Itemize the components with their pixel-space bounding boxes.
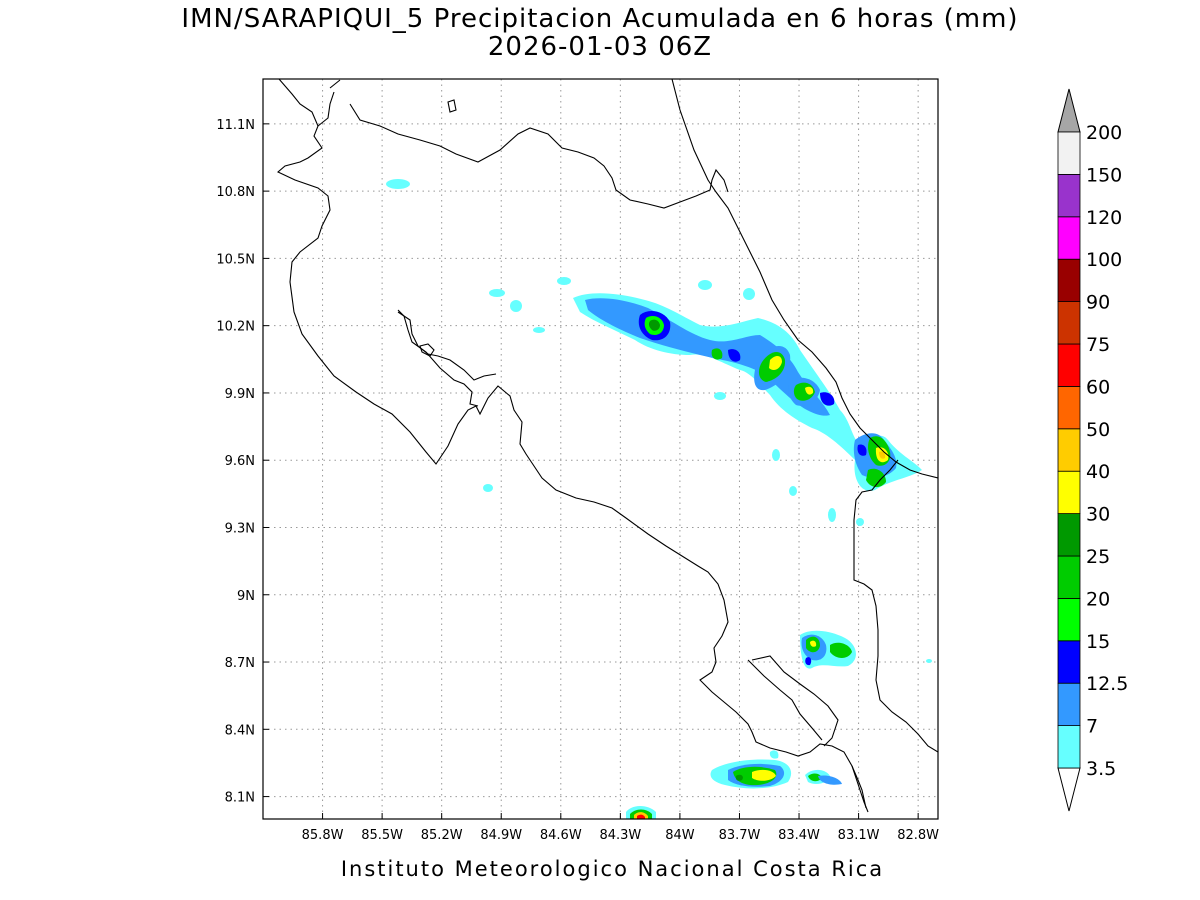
colorbar-swatch-8 — [1057, 385, 1081, 430]
colorbar-swatch-12 — [1057, 216, 1081, 260]
colorbar-label-15: 200 — [1086, 122, 1122, 144]
colorbar-swatch-9 — [1057, 343, 1081, 387]
colorbar-swatch-13 — [1057, 173, 1081, 218]
tick-label-lat-8: 8.7N — [225, 656, 255, 671]
tick-label-lat-1: 10.8N — [216, 185, 255, 200]
colorbar-swatch-3 — [1057, 598, 1081, 642]
tick-label-lon-4: 84.6W — [540, 828, 582, 843]
map-subtitle-datetime: 2026-01-03 06Z — [487, 32, 713, 62]
colorbar-label-6: 30 — [1086, 504, 1110, 526]
colorbar-label-7: 40 — [1086, 461, 1110, 483]
colorbar-swatch-1 — [1057, 682, 1081, 727]
colorbar-swatch-11 — [1057, 258, 1081, 303]
colorbar-swatch-7 — [1057, 428, 1081, 472]
panama-coast-south — [851, 765, 867, 809]
colorbar-label-11: 90 — [1086, 292, 1110, 314]
tick-label-lon-10: 82.8W — [897, 828, 939, 843]
colorbar-swatch-6 — [1057, 470, 1081, 515]
colorbar-label-12: 100 — [1086, 249, 1122, 271]
colorbar-top-arrow — [1057, 88, 1081, 133]
tick-label-lat-2: 10.5N — [216, 252, 255, 267]
small-island-north — [447, 99, 457, 113]
panama-border — [853, 459, 938, 753]
coastline-and-borders — [276, 79, 938, 813]
colorbar-label-0: 3.5 — [1086, 758, 1116, 780]
tick-label-lat-5: 9.6N — [225, 454, 255, 469]
tick-label-lon-1: 85.5W — [361, 828, 403, 843]
colorbar-label-8: 50 — [1086, 419, 1110, 441]
tick-label-lat-0: 11.1N — [216, 118, 255, 133]
colorbar-swatch-5 — [1057, 513, 1081, 557]
colorbar-label-5: 25 — [1086, 546, 1110, 568]
colorbar-label-1: 7 — [1086, 716, 1098, 738]
map-frame — [263, 79, 938, 819]
colorbar: 3.5 7 12.5 15 20 25 30 40 50 60 75 90 100 120 150 200 — [1057, 88, 1128, 812]
precip-band-caribbean-slope — [386, 179, 932, 663]
tick-label-lat-9: 8.4N — [225, 723, 255, 738]
colorbar-label-10: 75 — [1086, 334, 1110, 356]
caribbean-coast — [671, 79, 938, 479]
tick-label-lon-5: 84.3W — [599, 828, 641, 843]
colorbar-label-2: 12.5 — [1086, 673, 1128, 695]
tick-label-lon-0: 85.8W — [302, 828, 344, 843]
colorbar-label-13: 120 — [1086, 207, 1122, 229]
tick-label-lat-3: 10.2N — [216, 320, 255, 335]
colorbar-swatch-10 — [1057, 301, 1081, 345]
tick-label-lon-2: 85.2W — [421, 828, 463, 843]
osa-peninsula-gulf — [751, 655, 839, 747]
colorbar-label-9: 60 — [1086, 376, 1110, 398]
tick-label-lon-3: 84.9W — [480, 828, 522, 843]
tick-label-lon-6: 84W — [665, 828, 695, 843]
tick-label-lat-10: 8.1N — [225, 791, 255, 806]
tick-label-lat-4: 9.9N — [225, 387, 255, 402]
colorbar-swatch-4 — [1057, 555, 1081, 599]
colorbar-swatch-0 — [1057, 725, 1081, 769]
tick-label-lon-9: 83.1W — [838, 828, 880, 843]
nicoya-coast — [397, 309, 479, 407]
map-title: IMN/SARAPIQUI_5 Precipitacion Acumulada … — [181, 4, 1019, 34]
tick-label-lon-8: 83.4W — [778, 828, 820, 843]
colorbar-label-4: 20 — [1086, 588, 1110, 610]
axis-ticks: 85.8W 85.5W 85.2W 84.9W 84.6W 84.3W 84W 83.7W 83… — [216, 118, 939, 843]
precip-band-south-pacific — [626, 630, 856, 819]
precipitation-field — [386, 179, 932, 819]
tick-label-lon-7: 83.7W — [719, 828, 761, 843]
osa-coast — [747, 659, 823, 741]
nicaragua-border-north — [276, 79, 869, 813]
colorbar-bottom-arrow — [1057, 767, 1081, 812]
tick-label-lat-7: 9N — [237, 589, 255, 604]
nicoya-gulf-island — [419, 343, 435, 357]
colorbar-label-3: 15 — [1086, 631, 1110, 653]
tick-label-lat-6: 9.3N — [225, 521, 255, 536]
colorbar-label-14: 150 — [1086, 164, 1122, 186]
nicoya-peninsula — [397, 311, 497, 381]
map-border — [262, 78, 939, 820]
colorbar-swatch-2 — [1057, 640, 1081, 684]
northern-border — [317, 79, 729, 209]
colorbar-swatch-14 — [1057, 131, 1081, 175]
footer-credit: Instituto Meteorologico Nacional Costa R… — [340, 857, 885, 881]
